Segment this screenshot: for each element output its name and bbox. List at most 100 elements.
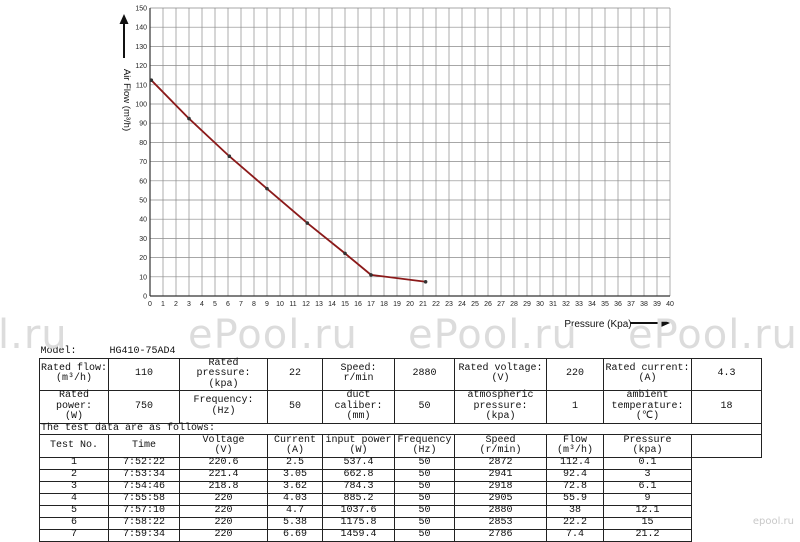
table-cell: 218.8 [179, 481, 268, 494]
y-tick-label: 130 [135, 44, 147, 51]
table-row: 1 7:52:22 220.6 2.5 537.4 50 2872 112.4 0.1 [39, 457, 762, 470]
x-axis-label: Pressure (Kpa) [564, 319, 631, 330]
table-cell: 2918 [454, 481, 547, 494]
table-cell: 220 [179, 517, 268, 530]
duct-caliber-value: 50 [394, 390, 455, 424]
x-tick-label: 39 [653, 301, 661, 308]
table-cell: 50 [394, 481, 455, 494]
header-current: Current (A) [267, 434, 323, 458]
table-cell: 112.4 [546, 457, 604, 470]
table-cell: 6.69 [267, 529, 323, 542]
specs-and-test-table: Model: HG410-75AD4 Rated flow: (m³/h) 11… [38, 346, 763, 542]
table-cell: 784.3 [322, 481, 395, 494]
airflow-curve [150, 79, 426, 283]
table-cell: 7:58:22 [108, 517, 180, 530]
y-tick-label: 20 [139, 255, 147, 262]
table-cell: 9 [603, 493, 692, 506]
atmospheric-pressure-value: 1 [546, 390, 604, 424]
table-cell: 2.5 [267, 457, 323, 470]
header-input-power: input power (W) [322, 434, 395, 458]
table-cell: 2941 [454, 469, 547, 482]
x-tick-label: 8 [252, 301, 256, 308]
table-cell: 5 [39, 505, 109, 518]
table-cell: 662.8 [322, 469, 395, 482]
data-point [187, 116, 191, 121]
data-point [305, 221, 310, 225]
table-cell: 5.38 [267, 517, 323, 530]
rated-current-label: Rated current: (A) [603, 357, 692, 391]
test-table-caption: The test data are as follows: [38, 422, 763, 435]
x-tick-label: 29 [523, 301, 531, 308]
model-label: Model: [40, 346, 77, 357]
header-speed: Speed (r/min) [454, 434, 547, 458]
table-cell: 50 [394, 517, 455, 530]
table-cell: 3.62 [267, 481, 323, 494]
rated-pressure-value: 22 [267, 357, 323, 391]
x-tick-label: 11 [289, 301, 296, 308]
table-cell: 885.2 [322, 493, 395, 506]
ambient-temperature-value: 18 [690, 390, 763, 424]
table-cell: 221.4 [179, 469, 268, 482]
table-cell: 2 [39, 469, 109, 482]
data-point [265, 186, 269, 191]
y-tick-label: 90 [139, 121, 147, 128]
x-tick-label: 37 [627, 301, 635, 308]
table-row: 7 7:59:34 220 6.69 1459.4 50 2786 7.4 21.2 [39, 529, 762, 542]
test-caption-row: The test data are as follows: [38, 422, 763, 435]
y-tick-label: 50 [139, 198, 147, 205]
table-cell: 537.4 [322, 457, 395, 470]
table-row: 5 7:57:10 220 4.7 1037.6 50 2880 38 12.1 [39, 505, 762, 518]
chart-series [149, 78, 428, 284]
x-tick-label: 2 [174, 301, 178, 308]
test-data-rows: 1 7:52:22 220.6 2.5 537.4 50 2872 112.4 0.1 2 7:53… [39, 457, 762, 542]
x-tick-label: 31 [549, 301, 557, 308]
x-tick-label: 0 [148, 301, 152, 308]
table-cell: 7:52:22 [108, 457, 180, 470]
table-cell: 15 [603, 517, 692, 530]
ambient-temperature-label: ambient temperature: (℃) [603, 390, 692, 424]
data-point [227, 154, 232, 159]
test-header-row: Test No. Time Voltage (V) Current (A) in… [39, 434, 763, 458]
x-tick-label: 13 [315, 301, 323, 308]
header-flow: Flow (m³/h) [546, 434, 604, 458]
table-cell: 220 [179, 529, 268, 542]
x-tick-label: 16 [354, 301, 362, 308]
table-cell: 7:55:58 [108, 493, 180, 506]
table-cell: 3.05 [267, 469, 323, 482]
table-cell: 6.1 [603, 481, 692, 494]
table-cell: 12.1 [603, 505, 692, 518]
table-cell: 7.4 [546, 529, 604, 542]
x-tick-label: 20 [406, 301, 414, 308]
y-axis-label: Air Flow (m³/h) [121, 69, 132, 131]
table-cell: 2905 [454, 493, 547, 506]
x-tick-label: 25 [471, 301, 479, 308]
table-cell: 1175.8 [322, 517, 395, 530]
table-row: 3 7:54:46 218.8 3.62 784.3 50 2918 72.8 6.1 [39, 481, 762, 494]
header-voltage: Voltage (V) [179, 434, 268, 458]
x-tick-label: 3 [187, 301, 191, 308]
x-tick-label: 10 [276, 301, 284, 308]
table-cell: 3 [603, 469, 692, 482]
rated-power-label: Rated power: (W) [39, 390, 109, 424]
data-point [149, 78, 154, 82]
table-cell: 50 [394, 529, 455, 542]
y-tick-label: 120 [135, 63, 147, 70]
table-cell: 220 [179, 493, 268, 506]
speed-label: Speed: r/min [322, 357, 395, 391]
x-tick-label: 17 [367, 301, 375, 308]
rated-flow-value: 110 [108, 357, 180, 391]
speed-value: 2880 [394, 357, 455, 391]
header-frequency: Frequency (Hz) [394, 434, 455, 458]
x-tick-label: 1 [161, 301, 165, 308]
header-time: Time [108, 434, 180, 458]
table-cell: 7 [39, 529, 109, 542]
table-cell: 220.6 [179, 457, 268, 470]
chart-ticks: 0 1 2 3 4 5 6 7 8 9 10 11 12 13 14 15 16 17 18 19 20 21 22 23 24… [135, 6, 674, 309]
y-axis-arrow [119, 14, 129, 58]
y-tick-label: 140 [135, 25, 147, 32]
table-row: 6 7:58:22 220 5.38 1175.8 50 2853 22.2 15 [39, 517, 762, 530]
x-tick-label: 23 [445, 301, 453, 308]
table-cell: 2853 [454, 517, 547, 530]
x-tick-label: 7 [239, 301, 243, 308]
x-tick-label: 38 [640, 301, 648, 308]
